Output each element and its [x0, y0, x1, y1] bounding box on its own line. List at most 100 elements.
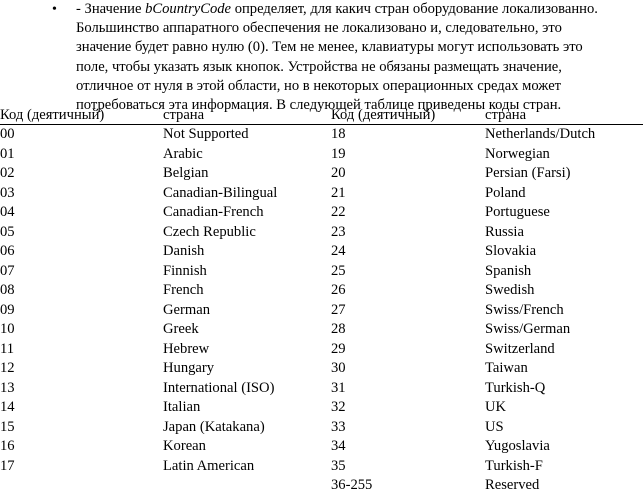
code-left-cell: 14	[0, 399, 15, 415]
code-right-cell: 26	[331, 282, 346, 298]
country-right-cell: Yugoslavia	[485, 438, 550, 454]
intro-paragraph: - Значение bCountryCode определяет, для …	[76, 0, 642, 115]
country-right-cell: Persian (Farsi)	[485, 165, 571, 181]
code-right-cell: 21	[331, 184, 346, 201]
code-right-cell: 20	[331, 165, 346, 181]
code-left-cell: 15	[0, 418, 15, 435]
country-left-cell: Italian	[163, 399, 201, 415]
country-left-cell: Latin American	[163, 457, 255, 474]
code-right-cell: 32	[331, 399, 346, 415]
table-row: 04 Canadian-French 22 Portuguese	[0, 203, 643, 223]
code-left-cell: 08	[0, 282, 15, 298]
country-right-cell: Swedish	[485, 282, 535, 298]
table-row: 07 Finnish 25 Spanish	[0, 262, 643, 282]
code-left-cell: 09	[0, 301, 15, 318]
country-right-cell: UK	[485, 399, 507, 415]
country-right-cell: Turkish-F	[485, 457, 543, 474]
country-right-cell: Swiss/German	[485, 321, 571, 337]
field-name: bCountryCode	[145, 1, 232, 17]
header-country-right: страна	[485, 106, 643, 125]
country-left-cell: Japan (Katakana)	[163, 418, 265, 435]
country-left-cell: Finnish	[163, 262, 207, 279]
country-left-cell: Arabic	[163, 145, 203, 162]
country-left-cell: Danish	[163, 243, 205, 259]
table-row: 01 Arabic 19 Norwegian	[0, 145, 643, 165]
table-row: 12 Hungary 30 Taiwan	[0, 359, 643, 379]
country-left-cell: Czech Republic	[163, 223, 256, 240]
header-code-right: Код (деятичный)	[331, 106, 485, 125]
country-left-cell: Canadian-Bilingual	[163, 184, 278, 201]
country-left-cell	[163, 476, 331, 496]
code-left-cell: 06	[0, 243, 15, 259]
code-right-cell: 18	[331, 126, 346, 142]
bullet-marker: •	[52, 2, 57, 17]
table-body: 00 Not Supported 18 Netherlands/Dutch 01 Arab…	[0, 125, 643, 496]
country-left-cell: Hebrew	[163, 340, 210, 357]
country-right-cell: Turkish-Q	[485, 379, 546, 396]
table-row: 16 Korean 34 Yugoslavia	[0, 437, 643, 457]
table-header-row: Код (деятичный) страна Код (деятичный) с…	[0, 106, 643, 125]
code-right-cell: 30	[331, 360, 346, 376]
code-left-cell	[0, 476, 163, 496]
code-right-cell: 19	[331, 145, 346, 162]
country-left-cell: French	[163, 282, 204, 298]
table-row: 13 International (ISO) 31 Turkish-Q	[0, 379, 643, 399]
code-left-cell: 12	[0, 360, 15, 376]
code-right-cell: 28	[331, 321, 346, 337]
code-left-cell: 01	[0, 145, 15, 162]
country-left-cell: Hungary	[163, 360, 215, 376]
table-row: 14 Italian 32 UK	[0, 398, 643, 418]
country-left-cell: Canadian-French	[163, 204, 264, 220]
table-row: 08 French 26 Swedish	[0, 281, 643, 301]
country-right-cell: Portuguese	[485, 204, 550, 220]
header-country-left: страна	[163, 106, 331, 125]
country-left-cell: German	[163, 301, 211, 318]
table-row: 10 Greek 28 Swiss/German	[0, 320, 643, 340]
country-right-cell: Russia	[485, 223, 524, 240]
intro-text: определяет, для какич стран оборудование…	[76, 1, 598, 114]
country-codes-table: Код (деятичный) страна Код (деятичный) с…	[0, 106, 643, 496]
country-left-cell: International (ISO)	[163, 379, 275, 396]
table-row: 17 Latin American 35 Turkish-F	[0, 457, 643, 477]
country-right-cell: Reserved	[485, 477, 540, 493]
code-right-cell: 31	[331, 379, 346, 396]
country-right-cell: Slovakia	[485, 243, 537, 259]
country-left-cell: Not Supported	[163, 126, 249, 142]
country-left-cell: Belgian	[163, 165, 209, 181]
code-left-cell: 10	[0, 321, 15, 337]
table-row: 11 Hebrew 29 Switzerland	[0, 340, 643, 360]
code-left-cell: 11	[0, 340, 15, 357]
code-right-cell: 35	[331, 457, 346, 474]
code-right-cell: 22	[331, 204, 346, 220]
code-left-cell: 02	[0, 165, 15, 181]
intro-prefix: - Значение	[76, 1, 146, 17]
country-right-cell: Taiwan	[485, 360, 528, 376]
table-row: 06 Danish 24 Slovakia	[0, 242, 643, 262]
country-right-cell: Netherlands/Dutch	[485, 126, 596, 142]
code-left-cell: 13	[0, 379, 15, 396]
country-right-cell: Switzerland	[485, 340, 555, 357]
code-left-cell: 05	[0, 223, 15, 240]
country-right-cell: Swiss/French	[485, 301, 564, 318]
country-left-cell: Greek	[163, 321, 199, 337]
header-code-left: Код (деятичный)	[0, 106, 163, 125]
code-right-cell: 25	[331, 262, 346, 279]
code-left-cell: 00	[0, 126, 15, 142]
table-row: 02 Belgian 20 Persian (Farsi)	[0, 164, 643, 184]
code-right-cell: 33	[331, 418, 346, 435]
table-row: 05 Czech Republic 23 Russia	[0, 223, 643, 243]
country-right-cell: Spanish	[485, 262, 532, 279]
code-left-cell: 07	[0, 262, 15, 279]
table-row: 15 Japan (Katakana) 33 US	[0, 418, 643, 438]
code-right-cell: 29	[331, 340, 346, 357]
code-left-cell: 16	[0, 438, 15, 454]
country-left-cell: Korean	[163, 438, 206, 454]
code-left-cell: 03	[0, 184, 15, 201]
code-right-cell: 23	[331, 223, 346, 240]
code-right-cell: 36-255	[331, 477, 373, 493]
code-left-cell: 04	[0, 204, 15, 220]
table-header: Код (деятичный) страна Код (деятичный) с…	[0, 106, 643, 125]
code-right-cell: 24	[331, 243, 346, 259]
table-row: 03 Canadian-Bilingual 21 Poland	[0, 184, 643, 204]
code-left-cell: 17	[0, 457, 15, 474]
